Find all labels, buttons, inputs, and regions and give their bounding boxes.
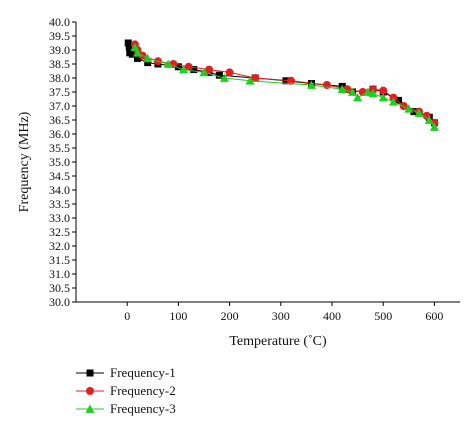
x-tick-label: 0 <box>124 309 130 323</box>
data-point <box>353 93 363 102</box>
data-point <box>128 50 136 58</box>
x-tick-label: 200 <box>221 309 239 323</box>
data-point <box>133 54 141 62</box>
legend-label: Frequency-1 <box>110 365 176 380</box>
data-point <box>163 59 173 68</box>
legend-marker <box>85 404 95 413</box>
legend-marker <box>86 369 94 377</box>
data-point <box>132 48 142 57</box>
data-point <box>368 88 378 98</box>
legend-item: Frequency-3 <box>76 401 176 416</box>
y-tick-label: 31.5 <box>49 253 70 267</box>
y-tick-label: 32.5 <box>49 225 70 239</box>
data-point <box>363 87 373 96</box>
y-tick-label: 39.0 <box>49 43 70 57</box>
data-point <box>347 87 357 96</box>
y-tick-label: 38.0 <box>49 71 70 85</box>
series-line <box>134 46 435 128</box>
y-tick-label: 31.0 <box>49 267 70 281</box>
legend-marker <box>86 387 94 395</box>
y-tick-label: 30.0 <box>49 295 70 309</box>
y-tick-label: 40.0 <box>49 15 70 29</box>
data-point <box>199 67 209 77</box>
data-point <box>205 65 214 74</box>
y-tick-label: 35.0 <box>49 155 70 169</box>
data-point <box>404 104 414 113</box>
data-point <box>225 68 234 77</box>
legend-label: Frequency-2 <box>110 383 176 398</box>
data-point <box>410 108 418 116</box>
x-tick-label: 300 <box>272 309 290 323</box>
data-point <box>219 73 229 82</box>
legend-item: Frequency-2 <box>76 383 176 398</box>
legend-item: Frequency-1 <box>76 365 176 380</box>
data-point <box>190 66 198 74</box>
legend: Frequency-1 Frequency-2 Frequency-3 <box>76 365 176 416</box>
x-axis-ticks: 0 100 200 300 400 500 600 <box>124 302 443 323</box>
data-point <box>379 86 388 95</box>
data-point <box>337 84 347 94</box>
x-tick-label: 100 <box>169 309 187 323</box>
data-point <box>287 76 296 85</box>
data-point <box>124 39 132 47</box>
x-axis-title: Temperature (˚C) <box>229 334 327 349</box>
y-tick-label: 37.5 <box>49 85 70 99</box>
data-point <box>251 74 260 82</box>
data-point <box>378 93 388 102</box>
y-tick-label: 37.0 <box>49 99 70 113</box>
y-tick-label: 34.0 <box>49 183 70 197</box>
y-tick-label: 30.5 <box>49 281 70 295</box>
y-axis-title: Frequency (MHz) <box>17 111 32 212</box>
x-tick-label: 400 <box>323 309 341 323</box>
series-3 <box>130 42 439 131</box>
data-point <box>307 80 317 89</box>
data-point <box>245 76 255 85</box>
y-tick-label: 34.5 <box>49 169 70 183</box>
y-tick-label: 38.5 <box>49 57 70 71</box>
y-tick-label: 33.5 <box>49 197 70 211</box>
y-tick-label: 39.5 <box>49 29 70 43</box>
data-point <box>414 108 424 117</box>
data-point <box>424 115 434 124</box>
data-point <box>429 122 439 131</box>
y-tick-label: 32.0 <box>49 239 70 253</box>
data-point <box>395 96 403 104</box>
y-axis-ticks: 30.030.531.031.532.032.533.033.534.034.5… <box>49 15 76 309</box>
legend-label: Frequency-3 <box>110 401 176 416</box>
data-point <box>143 53 153 63</box>
series-layer <box>124 39 439 131</box>
x-tick-label: 600 <box>425 309 443 323</box>
y-tick-label: 36.0 <box>49 127 70 141</box>
y-tick-label: 33.0 <box>49 211 70 225</box>
data-point <box>144 59 152 67</box>
data-point <box>179 65 189 74</box>
data-point <box>174 63 182 71</box>
x-tick-label: 500 <box>374 309 392 323</box>
data-point <box>215 71 223 79</box>
data-point <box>125 43 133 51</box>
y-tick-label: 36.5 <box>49 113 70 127</box>
data-point <box>184 62 193 71</box>
data-point <box>388 97 398 106</box>
y-tick-label: 35.5 <box>49 141 70 155</box>
